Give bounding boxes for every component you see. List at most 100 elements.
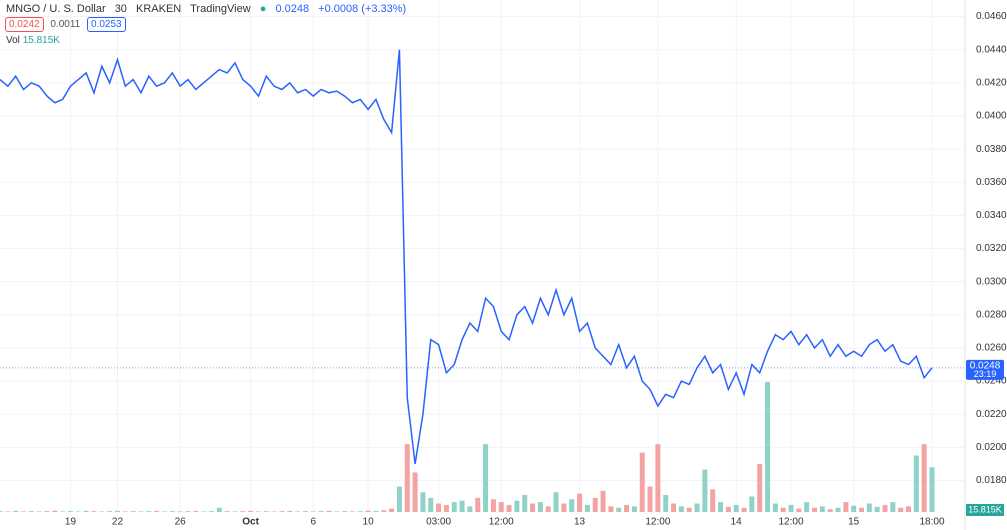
volume-bar [819,506,825,512]
volume-bar [553,492,559,512]
source: TradingView [190,3,251,15]
volume-bar [874,506,880,512]
volume-bar [208,511,214,512]
bid-ask: 0.0242 0.0011 0.0253 [5,17,130,32]
volume-bar [396,486,402,512]
volume-bar [216,507,222,512]
volume-bar [655,444,661,512]
change: +0.0008 (+3.33%) [318,3,407,15]
volume-bar [326,510,332,512]
volume-bar [154,510,160,512]
y-tick-label: 0.0180 [976,475,1007,486]
volume-bar [161,511,167,512]
volume-bar [765,382,771,512]
volume-bar [600,490,606,512]
volume-bar [389,508,395,512]
y-tick-label: 0.0320 [976,243,1007,254]
volume-bar [530,503,536,512]
y-tick-label: 0.0420 [976,77,1007,88]
volume-bar [741,507,747,512]
y-tick-label: 0.0280 [976,309,1007,320]
vol-value: 15.815K [22,35,60,46]
y-tick-label: 0.0300 [976,276,1007,287]
last-price-label: 0.0248 [970,360,1001,371]
y-tick-label: 0.0380 [976,144,1007,155]
volume-bar [271,511,277,512]
volume-bar [639,452,645,512]
symbol[interactable]: MNGO / U. S. Dollar [6,3,106,15]
x-tick-label: 19 [65,517,77,528]
y-tick-label: 0.0200 [976,442,1007,453]
volume-last-label: 15.815K [968,504,1002,514]
volume-bar [255,511,261,512]
volume-bar [788,504,794,512]
volume-bar [122,511,128,512]
x-tick-label: 10 [363,517,375,528]
volume-bar [302,511,308,512]
volume-bar [0,511,3,512]
last-price-box [966,359,1004,380]
volume-bar [631,506,637,512]
volume-bar [859,507,865,512]
volume-bar [428,497,434,512]
volume-bar [20,511,26,512]
volume-bar [718,502,724,512]
volume-bar [248,510,254,512]
interval[interactable]: 30 [114,3,127,15]
ask[interactable]: 0.0253 [87,17,126,32]
volume-bar [107,511,113,512]
volume-bar [67,511,73,512]
volume-bar [514,500,520,512]
volume-bar [357,511,363,512]
volume-bar [890,502,896,512]
y-tick-label: 0.0400 [976,111,1007,122]
volume-bar [663,495,669,512]
x-tick-label: 03:00 [426,517,451,528]
y-tick-label: 0.0260 [976,343,1007,354]
volume-bar [287,510,293,512]
volume-bar [138,511,144,512]
volume-bar [835,507,841,512]
volume-bar [5,511,11,512]
volume-bar [702,469,708,512]
volume-bar [694,503,700,512]
volume-bar [201,511,207,512]
volume-bar [796,508,802,512]
volume-bar [616,507,622,512]
x-tick-label: Oct [242,517,259,528]
volume-bar [710,489,716,512]
volume-bar [749,496,755,512]
volume-bar [506,504,512,512]
x-tick-label: 6 [310,517,316,528]
volume-bar [678,506,684,512]
volume-bar [921,444,927,512]
volume-bar [349,511,355,512]
volume-bar [420,492,426,512]
volume-bar [725,506,731,512]
exchange: KRAKEN [136,3,182,15]
volume-bar [130,511,136,512]
volume-bar [843,502,849,512]
volume-bar [733,504,739,512]
volume-bar [772,503,778,512]
bid[interactable]: 0.0242 [5,17,44,32]
volume-bar [193,510,199,512]
volume-bar [913,455,919,512]
volume-bar [592,497,598,512]
volume-bar [569,499,575,512]
volume-bar [882,504,888,512]
volume-label-box [966,504,1004,516]
header: MNGO / U. S. Dollar 30 KRAKEN TradingVie… [6,3,412,15]
x-tick-label: 22 [112,517,124,528]
x-tick-label: 26 [175,517,187,528]
volume-bar [757,463,763,512]
volume-bar [671,503,677,512]
volume-bar [467,506,473,512]
volume-bar [224,511,230,512]
volume-bar [647,486,653,512]
volume-legend: Vol 15.815K [6,35,60,46]
volume-bar [177,511,183,512]
volume-bar [498,502,504,512]
price: 0.0248 [275,3,310,15]
